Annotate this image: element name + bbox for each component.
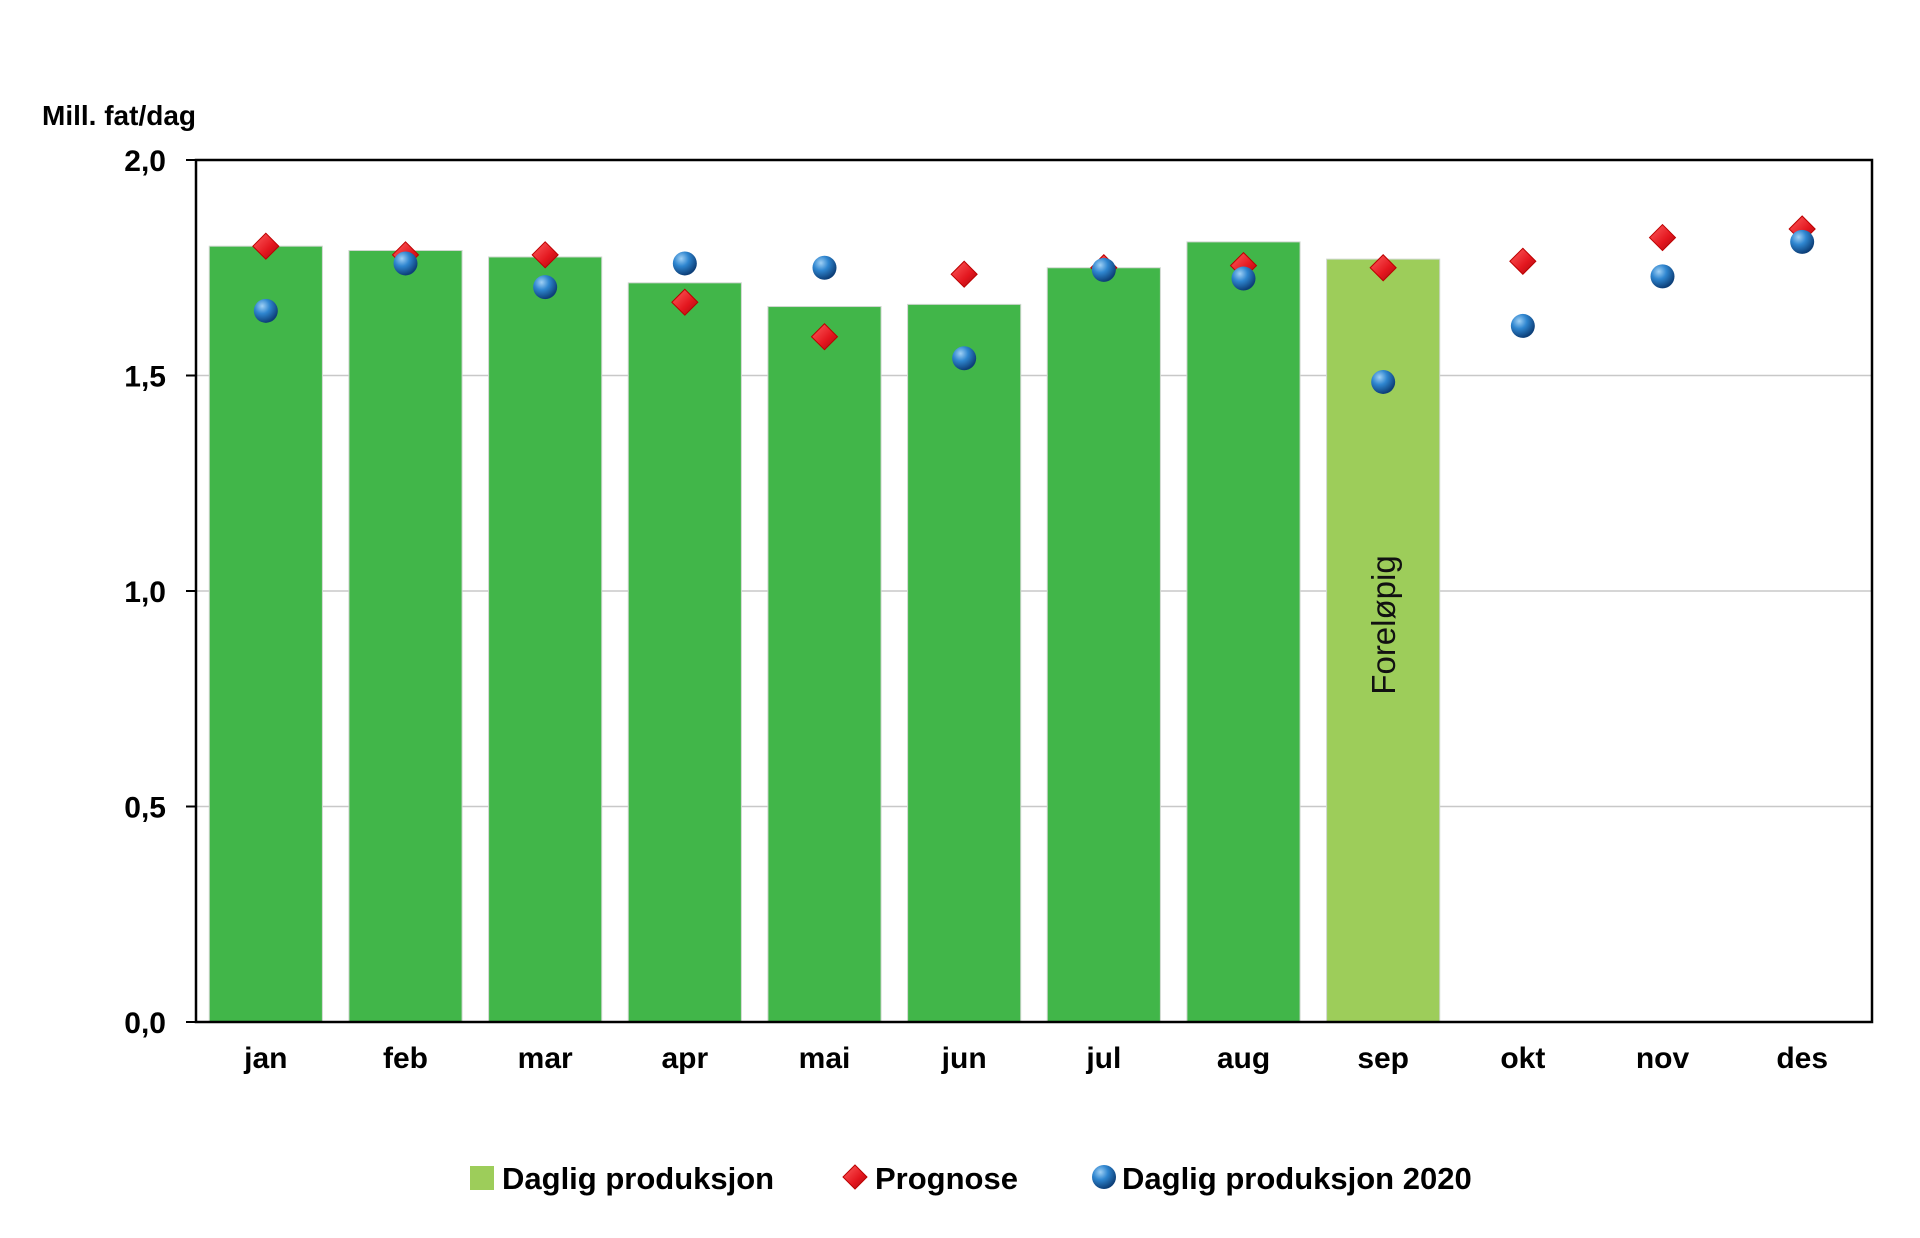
bars: [208, 241, 1441, 1023]
plot-frame: [194, 158, 1874, 1024]
prognose-point-jan: [252, 232, 280, 260]
y-tick-label: 2,0: [124, 145, 166, 178]
legend-label-daglig-produksjon: Daglig produksjon: [502, 1161, 774, 1196]
legend-swatch-daglig-produksjon-2020: [1092, 1165, 1116, 1189]
prognose-point-okt: [1509, 247, 1537, 275]
produksjon-2020-point-nov: [1650, 264, 1675, 289]
x-tick-label-des: des: [1776, 1042, 1828, 1075]
produksjon-2020-point-okt: [1510, 313, 1535, 338]
x-tick-label-feb: feb: [383, 1042, 428, 1075]
prognose-point-apr: [671, 288, 699, 316]
x-tick-labels: jan feb mar apr mai jun jul aug sep okt nov des: [243, 1042, 1828, 1075]
y-axis-label: Mill. fat/dag: [42, 100, 196, 131]
preliminary-annotation: Foreløpig: [1365, 555, 1402, 694]
produksjon-2020-point-feb: [393, 251, 418, 276]
y-tick-label: 0,0: [124, 1007, 166, 1040]
legend-swatch-prognose: [842, 1164, 868, 1190]
produksjon-2020-point-jul: [1091, 257, 1116, 282]
y-tick-label: 1,0: [124, 576, 166, 609]
produksjon-2020-point-aug: [1231, 266, 1256, 291]
legend: Daglig produksjon Prognose Daglig produk…: [470, 1161, 1472, 1196]
y-tick-labels: 0,0 0,5 1,0 1,5 2,0: [124, 145, 196, 1040]
y-tick-label: 1,5: [124, 361, 166, 394]
prognose-point-jun: [950, 260, 978, 288]
bar-mar: [488, 256, 603, 1023]
bar-jan: [208, 245, 323, 1023]
x-tick-label-nov: nov: [1636, 1042, 1690, 1075]
bar-feb: [348, 250, 463, 1023]
x-tick-label-mar: mar: [518, 1042, 573, 1075]
produksjon-2020-point-mar: [533, 275, 558, 300]
bar-jul: [1046, 267, 1161, 1023]
legend-label-daglig-produksjon-2020: Daglig produksjon 2020: [1122, 1161, 1472, 1196]
legend-label-prognose: Prognose: [875, 1161, 1018, 1196]
bar-mai: [767, 306, 882, 1023]
prognose-point-mar: [531, 241, 559, 269]
bar-aug: [1186, 241, 1301, 1023]
y-tick-label: 0,5: [124, 792, 166, 825]
x-tick-label-sep: sep: [1357, 1042, 1409, 1075]
x-tick-label-jun: jun: [941, 1042, 987, 1075]
bar-jun: [907, 303, 1022, 1023]
produksjon-2020-point-jun: [952, 346, 977, 371]
x-tick-label-okt: okt: [1500, 1042, 1545, 1075]
produksjon-2020-point-des: [1790, 229, 1815, 254]
x-tick-label-apr: apr: [661, 1042, 708, 1075]
bar-apr: [627, 282, 742, 1023]
produksjon-2020-point-mai: [812, 255, 837, 280]
produksjon-2020-point-jan: [253, 298, 278, 323]
prognose-point-nov: [1648, 223, 1677, 252]
x-tick-label-jul: jul: [1085, 1042, 1121, 1075]
gridlines: [196, 374, 1872, 808]
legend-swatch-daglig-produksjon: [470, 1166, 494, 1190]
produksjon-2020-point-sep: [1371, 369, 1396, 394]
prognose-point-sep: [1369, 254, 1397, 282]
markers: [252, 215, 1816, 394]
x-tick-label-mai: mai: [799, 1042, 851, 1075]
produksjon-2020-point-apr: [672, 251, 697, 276]
x-tick-label-jan: jan: [243, 1042, 287, 1075]
prognose-point-mai: [810, 323, 839, 351]
x-tick-label-aug: aug: [1217, 1042, 1270, 1075]
